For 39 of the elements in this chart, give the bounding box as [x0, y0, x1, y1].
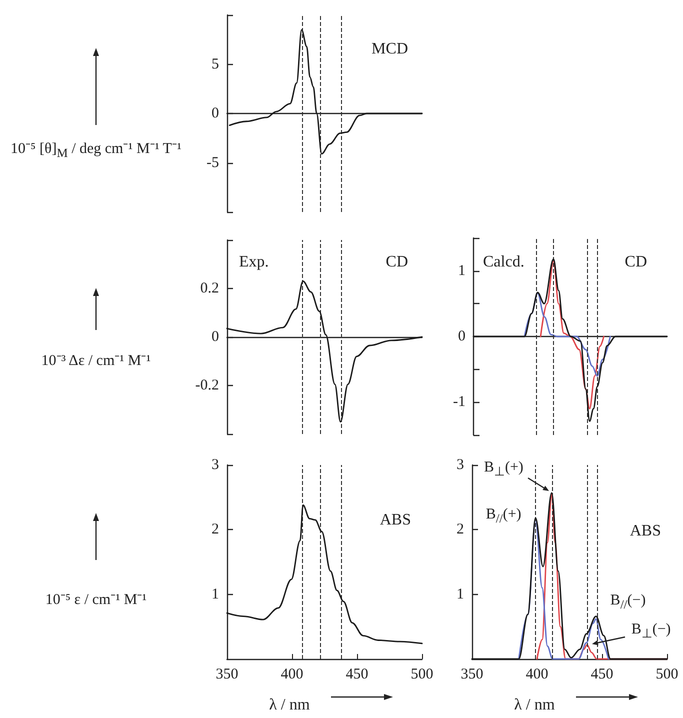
y-tick-label: 0	[212, 329, 219, 345]
y-tick-label: 5	[212, 56, 219, 72]
y-tick-label: 2	[456, 522, 464, 538]
y-tick-label: 1	[456, 586, 464, 602]
x-tick-label: 400	[280, 666, 304, 682]
x-tick-label: 350	[460, 666, 484, 682]
y-tick-label: 2	[212, 522, 219, 538]
text: CD	[624, 254, 648, 270]
annotation: B$_{⊥}$(+)	[484, 459, 524, 478]
x-tick-label: 450	[346, 666, 368, 682]
x-tick-label: 500	[410, 666, 434, 682]
y-axis-title: 10⁻⁵ [θ]$_{M}$ / deg cm⁻¹ M⁻¹ T⁻¹	[10, 140, 182, 162]
x-axis-title: λ / nm	[269, 696, 310, 714]
y-tick-label: 0.2	[200, 280, 219, 296]
x-axis-title: λ / nm	[514, 696, 556, 714]
text: Calcd.	[483, 254, 524, 270]
y-tick-label: 3	[456, 457, 464, 473]
y-tick-label: 0	[212, 106, 219, 122]
x-tick-label: 400	[526, 666, 548, 682]
y-axis-title: 10⁻⁵ ε / cm⁻¹ M⁻¹	[44, 591, 148, 610]
y-tick-label: -1	[452, 394, 466, 410]
y-tick-label: -5	[206, 154, 219, 171]
y-tick-label: 3	[212, 457, 219, 473]
y-tick-label: -0.2	[195, 378, 219, 394]
y-tick-label: 1	[458, 262, 466, 279]
annotation: B$_{⊥}$(−)	[631, 621, 671, 640]
x-tick-label: 450	[590, 666, 614, 682]
annotation: B$_{//}$(−)	[610, 592, 646, 612]
text: ABS	[380, 512, 411, 528]
text: MCD	[372, 40, 408, 58]
x-tick-label: 500	[656, 666, 678, 682]
text: CD	[386, 254, 408, 270]
y-tick-label: 0	[458, 328, 466, 344]
annotation: B$_{//}$(+)	[486, 506, 522, 526]
x-tick-label: 350	[216, 666, 238, 682]
text: ABS	[630, 522, 661, 540]
y-tick-label: 1	[212, 586, 219, 602]
y-axis-title: 10⁻³ Δε / cm⁻¹ M⁻¹	[40, 352, 152, 371]
text: Exp.	[239, 254, 269, 270]
